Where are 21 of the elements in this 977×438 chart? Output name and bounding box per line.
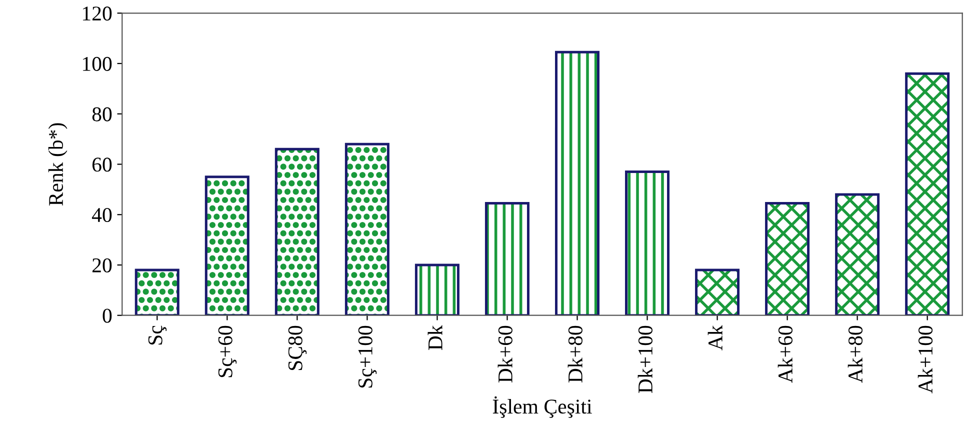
y-tick-label: 80 (92, 107, 112, 122)
x-tick-label: Ak+80 (848, 326, 863, 383)
x-tick-label: Sç+60 (218, 326, 237, 378)
y-tick-label: 60 (92, 158, 112, 172)
x-tick-label: Dk+60 (498, 326, 512, 383)
y-tick-label: 120 (82, 6, 112, 21)
x-tick-label: Dk+80 (568, 326, 582, 383)
x-tick-label: Ak (708, 325, 722, 350)
y-tick-label: 0 (102, 308, 112, 323)
y-tick-label: 20 (92, 258, 112, 272)
x-tick-label: Ak+60 (778, 326, 793, 383)
x-tick-label: Ak+100 (918, 326, 933, 394)
y-tick-label: 100 (82, 56, 112, 71)
x-axis-title: İşlem Çeşiti (492, 396, 592, 418)
x-tick-label: SÇ80 (288, 326, 307, 370)
x-tick-label: Dk (428, 325, 442, 350)
x-tick-label: Sç (148, 326, 167, 345)
x-tick-label: Sç+100 (358, 326, 377, 388)
x-tick-label: Dk+100 (638, 326, 652, 393)
y-axis-title: Renk (b*) (48, 123, 68, 206)
y-tick-label: 40 (92, 208, 112, 222)
